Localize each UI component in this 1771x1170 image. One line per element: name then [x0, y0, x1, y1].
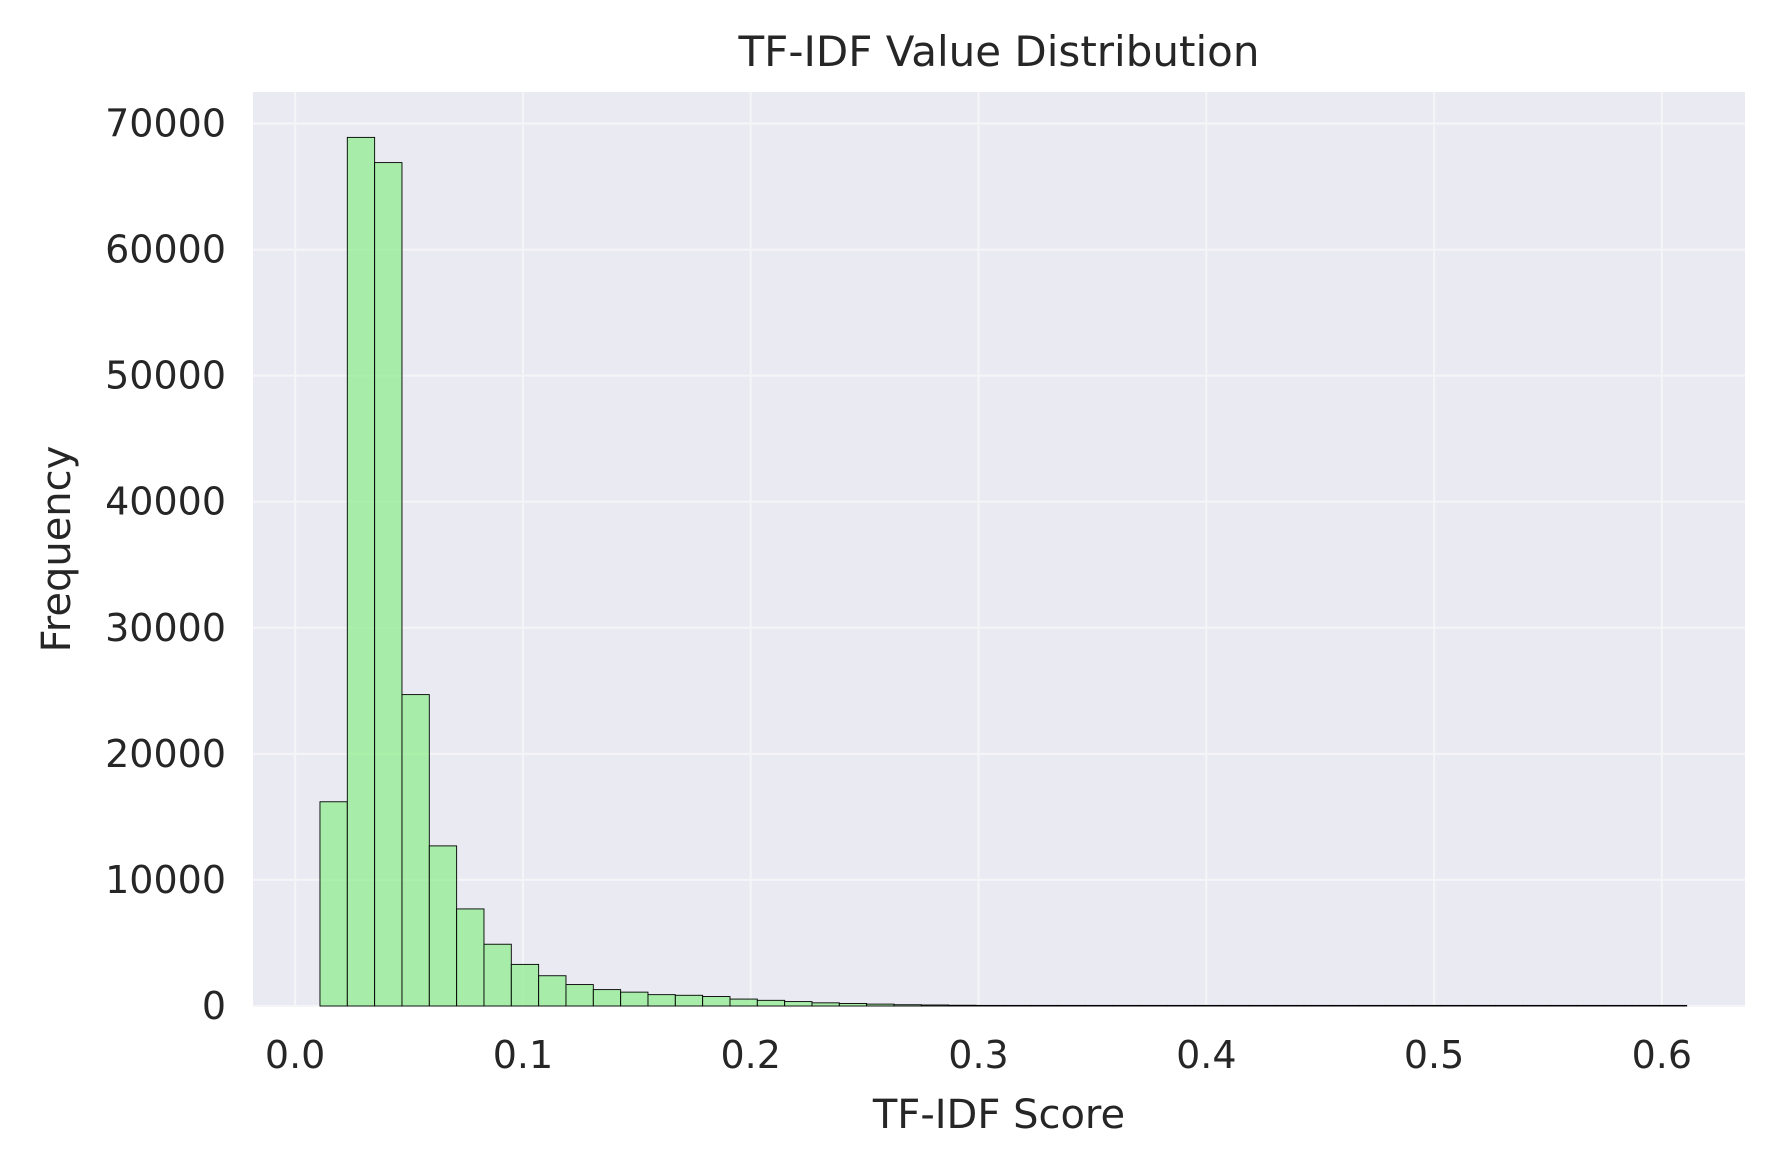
- histogram-bar: [893, 1004, 922, 1007]
- histogram-bar: [1658, 1004, 1688, 1007]
- histogram-bar: [1576, 1004, 1606, 1007]
- histogram-bar: [319, 801, 348, 1007]
- y-tick-label: 50000: [105, 354, 226, 398]
- histogram-bar: [784, 1001, 813, 1007]
- x-axis-label: TF-IDF Score: [872, 1092, 1125, 1138]
- x-tick-label: 0.6: [1632, 1033, 1692, 1077]
- y-tick-label: 30000: [105, 606, 226, 650]
- histogram-bar: [565, 984, 594, 1007]
- histogram-bar: [1494, 1004, 1524, 1007]
- histogram-bar: [756, 999, 786, 1007]
- histogram-bar: [538, 975, 567, 1007]
- histogram-bar: [1084, 1004, 1114, 1007]
- histogram-bar: [483, 943, 512, 1007]
- histogram-bar: [920, 1004, 950, 1007]
- histogram-bar: [1194, 1004, 1223, 1007]
- histogram-bar: [510, 963, 540, 1007]
- histogram-bar: [674, 994, 704, 1007]
- histogram-bar: [1549, 1004, 1578, 1007]
- x-axis-ticks: 0.0 0.1 0.2 0.3 0.4 0.5 0.6: [265, 1033, 1692, 1077]
- histogram-bar: [428, 845, 458, 1007]
- y-tick-label: 70000: [105, 102, 226, 146]
- histogram-bar: [401, 694, 430, 1007]
- histogram-bar: [620, 991, 649, 1007]
- histogram-bar: [346, 136, 376, 1007]
- y-tick-label: 40000: [105, 480, 226, 524]
- histogram-bar: [1467, 1004, 1496, 1007]
- histogram-bar: [1358, 1004, 1387, 1007]
- x-tick-label: 0.0: [265, 1033, 325, 1077]
- histogram-bar: [975, 1004, 1004, 1007]
- histogram-bar: [592, 989, 622, 1007]
- histogram-bar: [647, 994, 676, 1007]
- histogram-bar: [1112, 1004, 1141, 1007]
- histogram-bar: [811, 1002, 840, 1007]
- x-tick-label: 0.2: [720, 1033, 780, 1077]
- histogram-bar: [1248, 1004, 1278, 1007]
- x-tick-label: 0.4: [1176, 1033, 1236, 1077]
- y-axis-label: Frequency: [34, 446, 80, 653]
- y-tick-label: 10000: [105, 858, 226, 902]
- histogram-bar: [1030, 1004, 1059, 1007]
- plot-area: [253, 92, 1745, 1006]
- histogram-bar: [1303, 1004, 1332, 1007]
- y-tick-label: 20000: [105, 732, 226, 776]
- y-axis-ticks: 0 10000 20000 30000 40000 50000 60000 70000: [105, 102, 226, 1028]
- histogram-bars: [319, 136, 1688, 1007]
- histogram-bar: [1412, 1004, 1442, 1007]
- y-tick-label: 60000: [105, 228, 226, 272]
- chart-title: TF-IDF Value Distribution: [738, 27, 1260, 76]
- y-tick-label: 0: [202, 984, 226, 1028]
- x-tick-label: 0.3: [948, 1033, 1008, 1077]
- histogram-bar: [1221, 1004, 1250, 1007]
- histogram-bar: [1604, 1004, 1633, 1007]
- histogram-bar: [1139, 1004, 1168, 1007]
- histogram-bar: [1385, 1004, 1414, 1007]
- histogram-bar: [838, 1003, 868, 1007]
- histogram-bar: [729, 998, 758, 1007]
- histogram-bar: [1330, 1004, 1360, 1007]
- x-tick-label: 0.5: [1404, 1033, 1464, 1077]
- histogram-bar: [1057, 1004, 1086, 1007]
- histogram-bar: [1166, 1004, 1196, 1007]
- histogram-bar: [866, 1003, 895, 1007]
- histogram-bar: [456, 908, 485, 1007]
- histogram-bar: [948, 1004, 977, 1007]
- histogram-bar: [1631, 1004, 1660, 1007]
- histogram-bar: [702, 996, 731, 1007]
- histogram-bar: [1002, 1004, 1032, 1007]
- histogram-bar: [374, 162, 403, 1007]
- x-tick-label: 0.1: [493, 1033, 553, 1077]
- histogram-bar: [1276, 1004, 1305, 1007]
- histogram-bar: [1440, 1004, 1469, 1007]
- histogram-bar: [1522, 1004, 1551, 1007]
